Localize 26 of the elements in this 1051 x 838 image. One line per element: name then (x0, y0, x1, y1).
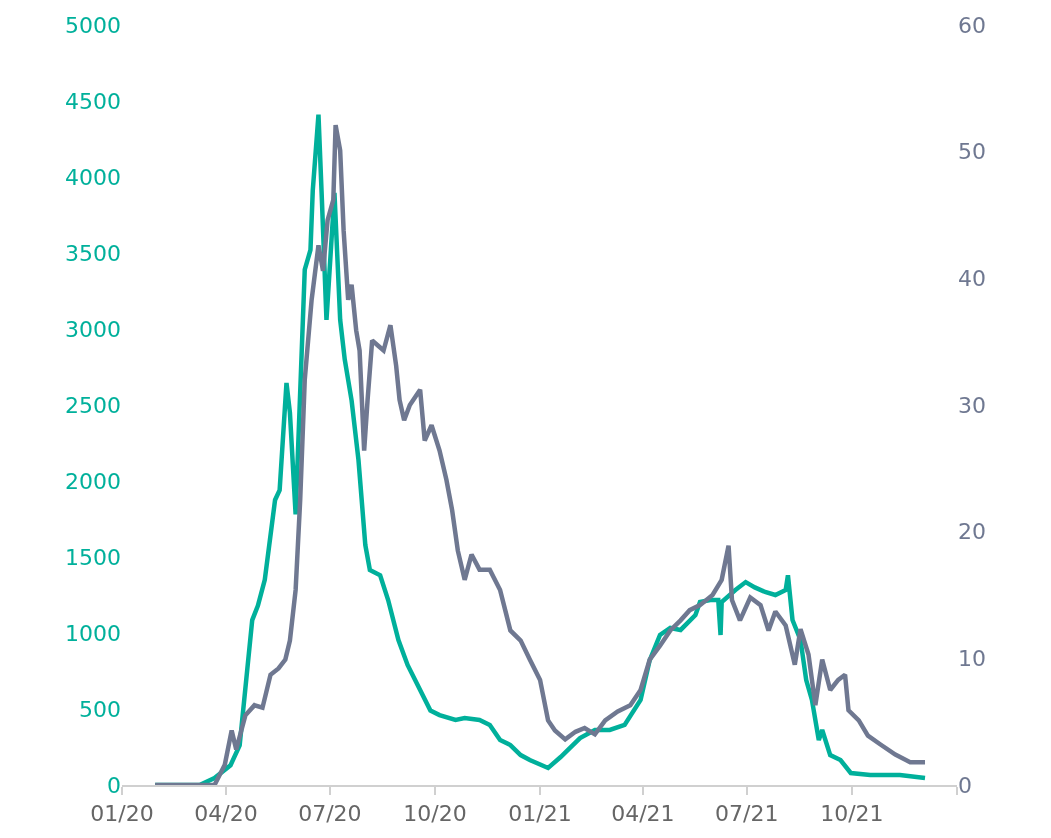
y2-tick-label: 50 (958, 139, 986, 165)
y-tick-label: 500 (79, 696, 121, 722)
x-tick-label: 07/21 (715, 801, 779, 827)
y-tick-label: 3000 (65, 316, 121, 342)
x-tick-label: 07/20 (298, 801, 362, 827)
y-tick-label: 1000 (65, 620, 121, 646)
y-tick-label: 5000 (65, 12, 121, 38)
y-tick-label: 2000 (65, 468, 121, 494)
y2-tick-label: 40 (958, 266, 986, 292)
y-tick-label: 2500 (65, 392, 121, 418)
y2-tick-label: 30 (958, 392, 986, 418)
x-tick-label: 04/21 (611, 801, 675, 827)
x-tick-label: 01/20 (90, 801, 154, 827)
y2-tick-label: 20 (958, 519, 986, 545)
y2-tick-label: 60 (958, 12, 986, 38)
x-tick-label: 04/20 (194, 801, 258, 827)
x-tick-label: 10/20 (403, 801, 467, 827)
y-tick-label: 3500 (65, 240, 121, 266)
y2-tick-label: 10 (958, 646, 986, 672)
y-tick-label: 4500 (65, 88, 121, 114)
y-tick-label: 4000 (65, 164, 121, 190)
y-tick-label: 1500 (65, 544, 121, 570)
x-tick-label: 10/21 (820, 801, 884, 827)
x-tick-label: 01/21 (508, 801, 572, 827)
y2-tick-label: 0 (958, 772, 972, 798)
y-tick-label: 0 (107, 772, 121, 798)
